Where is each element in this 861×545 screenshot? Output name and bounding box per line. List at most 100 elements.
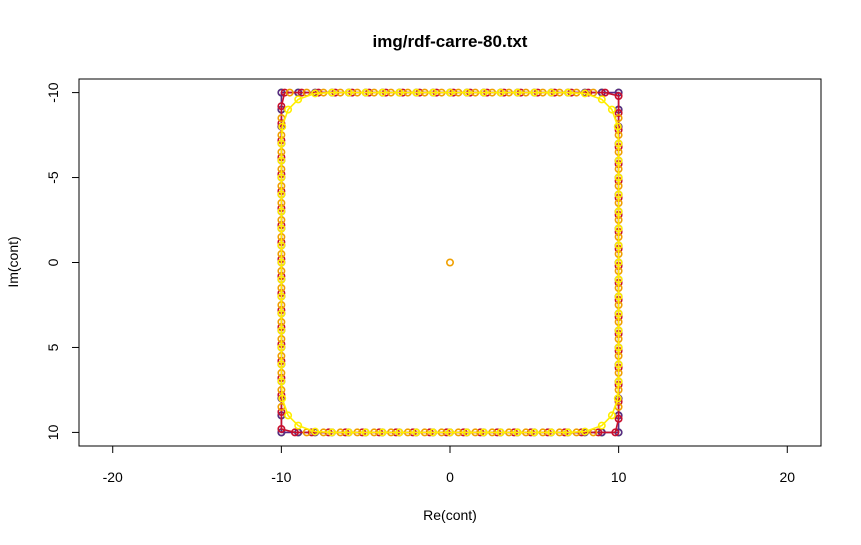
data-point	[277, 407, 286, 416]
x-tick-label: 0	[446, 469, 454, 485]
data-point	[277, 343, 286, 352]
data-point	[496, 88, 505, 97]
series-line	[280, 91, 620, 434]
data-point	[278, 394, 287, 403]
data-point	[607, 105, 616, 114]
series-line	[280, 91, 620, 434]
data-point	[277, 139, 286, 148]
data-point	[547, 428, 556, 437]
data-point	[290, 428, 299, 437]
data-point	[277, 156, 286, 165]
data-point	[614, 190, 623, 199]
x-tick-label: 20	[779, 469, 795, 485]
chart-title: img/rdf-carre-80.txt	[373, 32, 528, 51]
data-point	[462, 88, 471, 97]
plot-frame	[78, 78, 822, 447]
data-point	[611, 428, 620, 437]
data-point	[547, 88, 556, 97]
data-point	[378, 88, 387, 97]
data-point	[580, 427, 589, 436]
data-point	[277, 424, 286, 433]
data-point	[445, 258, 454, 267]
data-point	[445, 88, 454, 97]
data-point	[445, 428, 454, 437]
data-point	[277, 360, 286, 369]
y-tick-label: -10	[45, 82, 61, 102]
data-point	[277, 119, 286, 128]
x-axis: -20 -10 0 10 20	[103, 445, 795, 485]
series-line	[280, 91, 620, 434]
data-point	[614, 241, 623, 250]
data-point	[614, 139, 623, 148]
y-axis: -10 -5 0 5 10	[45, 82, 80, 440]
data-point	[614, 92, 623, 101]
data-point	[580, 89, 589, 98]
data-point	[614, 173, 623, 182]
data-point	[479, 88, 488, 97]
data-point	[479, 428, 488, 437]
data-point	[614, 156, 623, 165]
y-tick-label: 10	[45, 424, 61, 440]
data-point	[277, 326, 286, 335]
data-point	[513, 88, 522, 97]
data-point	[284, 411, 293, 420]
data-point	[280, 88, 289, 97]
data-point	[614, 360, 623, 369]
series-0	[277, 88, 623, 437]
series-3	[277, 88, 623, 437]
data-point	[311, 427, 320, 436]
data-point	[601, 88, 610, 97]
data-point	[277, 258, 286, 267]
data-point	[614, 397, 623, 406]
y-axis-label: Im(cont)	[5, 236, 21, 287]
data-point	[378, 428, 387, 437]
series-layer	[277, 88, 623, 437]
data-point	[563, 428, 572, 437]
data-point	[530, 88, 539, 97]
data-point	[614, 414, 623, 423]
data-point	[311, 89, 320, 98]
data-point	[284, 105, 293, 114]
data-point	[614, 224, 623, 233]
data-point	[294, 421, 303, 430]
x-axis-label: Re(cont)	[423, 507, 477, 523]
x-tick-label: -10	[271, 469, 291, 485]
data-point	[614, 258, 623, 267]
data-point	[412, 428, 421, 437]
series-1	[277, 88, 623, 437]
data-point	[462, 428, 471, 437]
data-point	[614, 309, 623, 318]
data-point	[344, 428, 353, 437]
data-point	[594, 428, 603, 437]
data-point	[294, 95, 303, 104]
data-point	[563, 88, 572, 97]
data-point	[429, 88, 438, 97]
data-point	[607, 411, 616, 420]
data-point	[412, 88, 421, 97]
data-point	[277, 190, 286, 199]
data-point	[361, 428, 370, 437]
data-point	[277, 207, 286, 216]
data-point	[614, 377, 623, 386]
data-point	[297, 88, 306, 97]
data-point	[614, 326, 623, 335]
data-point	[614, 343, 623, 352]
data-point	[344, 88, 353, 97]
data-point	[395, 88, 404, 97]
data-point	[614, 109, 623, 118]
y-tick-label: 5	[45, 343, 61, 351]
data-point	[327, 88, 336, 97]
data-point	[395, 428, 404, 437]
data-point	[277, 102, 286, 111]
data-point	[613, 122, 622, 131]
data-point	[277, 377, 286, 386]
data-point	[597, 421, 606, 430]
data-point	[496, 428, 505, 437]
data-point	[277, 173, 286, 182]
data-point	[613, 394, 622, 403]
x-tick-label: -20	[103, 469, 123, 485]
y-tick-label: -5	[45, 171, 61, 184]
data-point	[285, 88, 294, 97]
data-point	[584, 88, 593, 97]
data-point	[307, 428, 316, 437]
